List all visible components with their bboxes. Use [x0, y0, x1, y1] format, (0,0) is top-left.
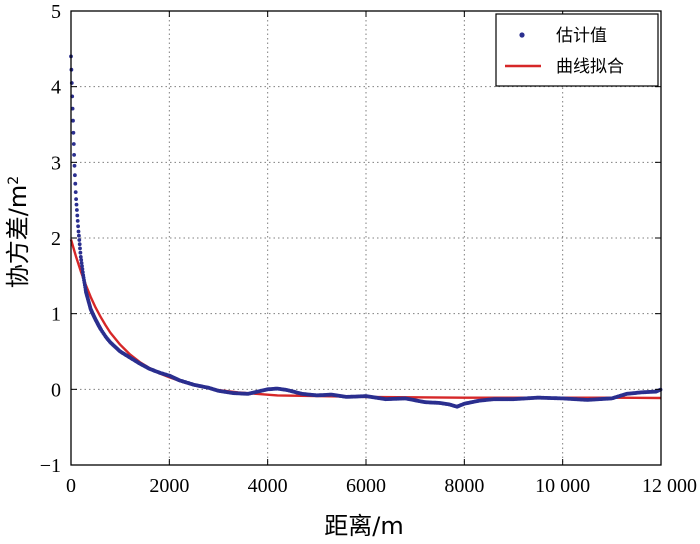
estimate-point — [79, 258, 84, 262]
axis-ticks — [70, 10, 662, 466]
y-tick-label: 2 — [51, 228, 61, 250]
estimate-point — [79, 261, 84, 265]
x-tick-label: 0 — [66, 475, 76, 497]
y-axis-label-text: 协方差/m — [4, 185, 32, 288]
estimate-point — [75, 219, 80, 223]
estimate-point — [80, 267, 85, 271]
estimate-point — [72, 163, 77, 168]
y-axis-label-superscript: 2 — [6, 176, 22, 185]
x-tick-label: 2000 — [149, 475, 189, 497]
estimate-point — [77, 233, 81, 238]
x-tick-label: 12 000 — [642, 475, 697, 497]
y-tick-label: 4 — [51, 77, 61, 99]
legend-box — [495, 13, 659, 87]
y-tick-label: 1 — [51, 304, 61, 326]
estimate-point — [75, 208, 79, 212]
estimate-point — [73, 190, 78, 195]
x-tick-label: 6000 — [346, 475, 386, 497]
estimate-point — [80, 264, 84, 268]
estimate-point — [78, 246, 82, 251]
legend-estimate-label: 估计值 — [556, 26, 607, 46]
x-axis-label: 距离/m — [324, 512, 403, 540]
y-tick-label: 5 — [51, 1, 61, 23]
y-tick-label: −1 — [40, 455, 61, 477]
estimate-point — [71, 130, 76, 135]
estimate-points-layer — [69, 54, 663, 409]
x-tick-label: 10 000 — [535, 475, 590, 497]
legend-fit-label: 曲线拟合 — [556, 57, 624, 77]
estimate-point — [74, 202, 79, 207]
estimate-point — [80, 270, 85, 274]
estimate-point — [76, 229, 81, 234]
estimate-point — [78, 250, 83, 255]
estimate-point — [78, 255, 83, 259]
x-tick-label: 4000 — [248, 475, 288, 497]
legend-estimate-marker — [519, 32, 525, 38]
legend: 估计值 曲线拟合 — [495, 13, 659, 87]
estimate-point — [72, 153, 76, 157]
y-tick-label: 3 — [51, 152, 61, 174]
estimate-point — [76, 224, 80, 229]
estimate-point — [73, 181, 78, 186]
estimate-point — [71, 142, 76, 146]
estimate-point — [71, 118, 75, 123]
y-tick-label: 0 — [51, 379, 61, 401]
estimate-point — [74, 197, 78, 202]
estimate-point — [73, 173, 77, 178]
y-axis-label-group: 协方差/m2 — [4, 176, 32, 288]
estimate-point — [77, 238, 82, 242]
estimate-point — [75, 213, 80, 218]
y-axis-label: 协方差/m2 — [4, 176, 32, 288]
estimate-point — [77, 242, 82, 247]
x-tick-label: 8000 — [444, 475, 484, 497]
